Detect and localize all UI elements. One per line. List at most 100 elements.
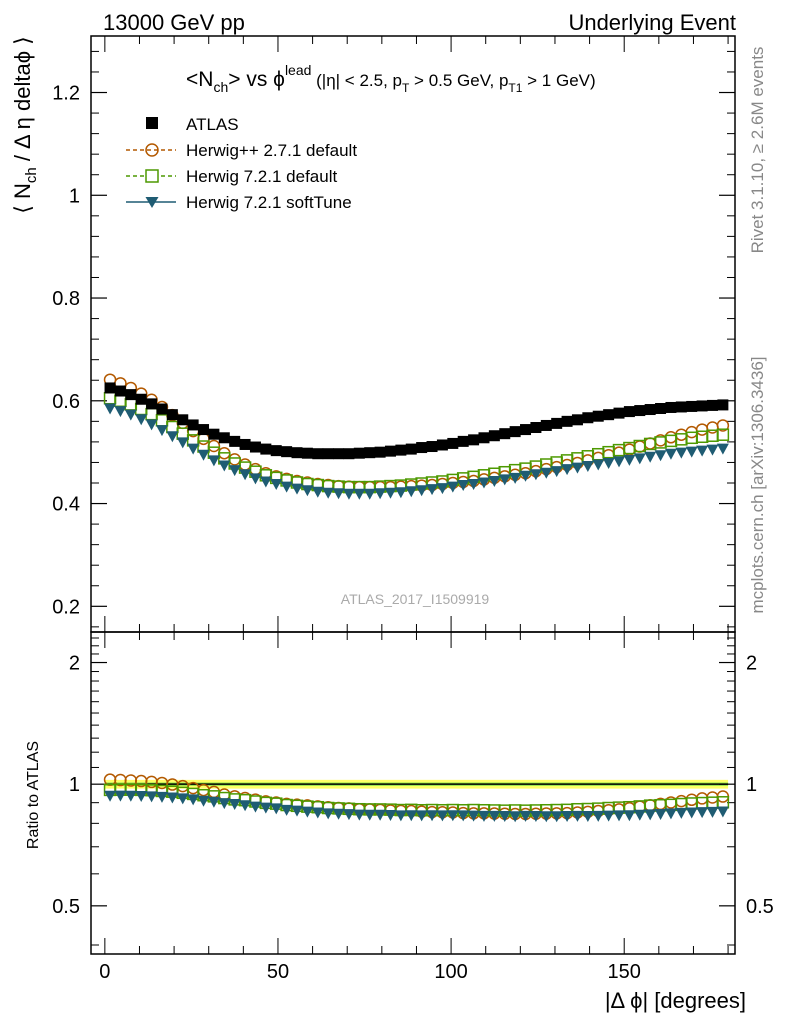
point-atlas: [260, 443, 272, 455]
point-atlas: [395, 444, 407, 456]
point-atlas: [706, 399, 718, 411]
point-atlas: [343, 448, 355, 460]
ratio-point-herwig-7-2-1-softtune: [291, 805, 304, 817]
point-herwig-7-2-1-softtune: [436, 483, 449, 495]
point-atlas: [457, 435, 469, 447]
point-herwig-7-2-1-softtune: [602, 457, 615, 469]
point-herwig-7-2-1-softtune: [155, 425, 168, 437]
point-herwig-2-7-1-default: [228, 453, 241, 466]
point-herwig-7-2-1-softtune: [561, 464, 574, 476]
point-herwig-7-2-1-softtune: [374, 488, 387, 500]
point-herwig-7-2-1-softtune: [207, 455, 220, 467]
point-atlas: [322, 448, 334, 460]
point-atlas: [675, 401, 687, 413]
ratio-point-herwig-7-2-1-softtune: [561, 811, 574, 823]
point-herwig-7-2-1-softtune: [135, 414, 148, 426]
point-atlas: [218, 432, 230, 444]
ratio-ylabel: Ratio to ATLAS: [25, 741, 42, 849]
point-herwig-7-2-1-softtune: [353, 488, 366, 500]
point-herwig-7-2-1-softtune: [311, 486, 324, 498]
ratio-point-herwig-2-7-1-default: [695, 792, 709, 805]
ratio-point-herwig-7-2-1-softtune: [675, 807, 688, 819]
point-herwig-7-2-1-softtune: [550, 466, 563, 478]
point-atlas: [592, 410, 604, 422]
rivet-label: Rivet 3.1.10, ≥ 2.6M events: [748, 47, 767, 254]
point-atlas: [416, 442, 428, 454]
ratio-point-herwig-7-2-1-softtune: [664, 808, 677, 820]
point-herwig-7-2-1-softtune: [644, 451, 657, 463]
point-herwig-7-2-1-softtune: [685, 446, 698, 458]
ratio-point-herwig-7-2-1-softtune: [239, 800, 252, 812]
ratio-point-herwig-2-7-1-default: [643, 798, 657, 812]
point-atlas: [281, 446, 293, 458]
ratio-point-herwig-7-2-1-softtune: [228, 799, 241, 811]
point-herwig-7-2-1-softtune: [197, 449, 210, 461]
legend-softtune-label: Herwig 7.2.1 softTune: [186, 193, 352, 212]
legend-herwig721-marker: [126, 169, 176, 183]
ratio-xtick-label: 100: [434, 961, 467, 983]
ratio-point-herwig-7-2-1-softtune: [716, 806, 729, 818]
ratio-point-herwig-7-2-1-softtune: [613, 810, 626, 822]
point-atlas: [499, 428, 511, 440]
legend: ATLAS Herwig++ 2.7.1 default Herwig 7.2.…: [126, 115, 357, 212]
ratio-point-herwig-7-2-1-softtune: [477, 810, 490, 822]
point-herwig-7-2-1-softtune: [581, 461, 594, 473]
ratio-point-herwig-7-2-1-softtune: [602, 810, 615, 822]
point-atlas: [478, 432, 490, 444]
ratio-point-herwig-7-2-1-softtune: [104, 790, 117, 802]
ratio-point-herwig-7-2-1-softtune: [457, 810, 470, 822]
ratio-point-herwig-7-2-1-softtune: [207, 796, 220, 808]
point-atlas: [291, 447, 303, 459]
point-herwig-7-2-1-softtune: [477, 477, 490, 489]
ratio-point-herwig-7-2-1-softtune: [114, 790, 127, 802]
ratio-ytick-label: 2: [69, 653, 80, 675]
point-herwig-7-2-1-softtune: [322, 487, 335, 499]
ratio-ytick-label: 0.5: [52, 896, 80, 918]
point-herwig-7-2-1-softtune: [187, 443, 200, 455]
legend-atlas-marker: [146, 117, 158, 129]
ratio-point-herwig-7-2-1-softtune: [301, 806, 314, 818]
header-right: Underlying Event: [568, 10, 736, 35]
point-herwig-7-2-1-softtune: [706, 444, 719, 456]
ratio-point-herwig-7-2-1-softtune: [135, 790, 148, 802]
ratio-point-herwig-7-2-1-softtune: [706, 806, 719, 818]
ratio-uncertainty-band: [104, 779, 729, 789]
point-herwig-7-2-1-softtune: [426, 484, 439, 496]
point-herwig-7-2-1-softtune: [342, 488, 355, 500]
legend-herwigpp-marker: [126, 143, 176, 157]
ratio-point-herwig-7-2-1-softtune: [166, 792, 179, 804]
ratio-x-axis: 0 50 100 150: [99, 632, 729, 983]
point-herwig-7-2-1-default: [103, 391, 117, 405]
ratio-point-herwig-7-2-1-softtune: [394, 810, 407, 822]
ratio-ytick-label-right: 1: [746, 774, 757, 796]
ratio-point-herwig-7-2-1-softtune: [571, 810, 584, 822]
point-atlas: [426, 441, 438, 453]
point-herwig-7-2-1-softtune: [249, 473, 262, 485]
point-atlas: [405, 443, 417, 455]
point-herwig-2-7-1-default: [716, 419, 730, 432]
point-herwig-7-2-1-softtune: [716, 443, 729, 455]
point-herwig-7-2-1-softtune: [415, 485, 428, 497]
point-herwig-7-2-1-softtune: [498, 474, 511, 486]
header-left: 13000 GeV pp: [103, 10, 245, 35]
point-herwig-2-7-1-default: [249, 462, 262, 476]
analysis-watermark: ATLAS_2017_I1509919: [341, 591, 490, 607]
legend-herwigpp-label: Herwig++ 2.7.1 default: [186, 141, 357, 160]
point-atlas: [125, 389, 137, 401]
ratio-point-herwig-7-2-1-softtune: [249, 801, 262, 813]
point-herwig-7-2-1-softtune: [696, 445, 709, 457]
ratio-point-herwig-7-2-1-softtune: [685, 807, 698, 819]
point-atlas: [551, 417, 563, 429]
point-atlas: [166, 409, 178, 421]
main-ytick-label: 0.2: [52, 596, 80, 618]
ratio-point-herwig-7-2-1-softtune: [332, 808, 345, 820]
point-herwig-7-2-1-softtune: [332, 488, 345, 500]
point-atlas: [582, 412, 594, 424]
ratio-point-herwig-7-2-1-softtune: [405, 810, 418, 822]
point-atlas: [177, 414, 189, 426]
ratio-point-herwig-7-2-1-softtune: [623, 810, 636, 822]
point-atlas: [198, 424, 210, 436]
point-atlas: [114, 385, 126, 397]
legend-atlas-label: ATLAS: [186, 115, 239, 134]
point-herwig-7-2-1-softtune: [291, 483, 304, 495]
